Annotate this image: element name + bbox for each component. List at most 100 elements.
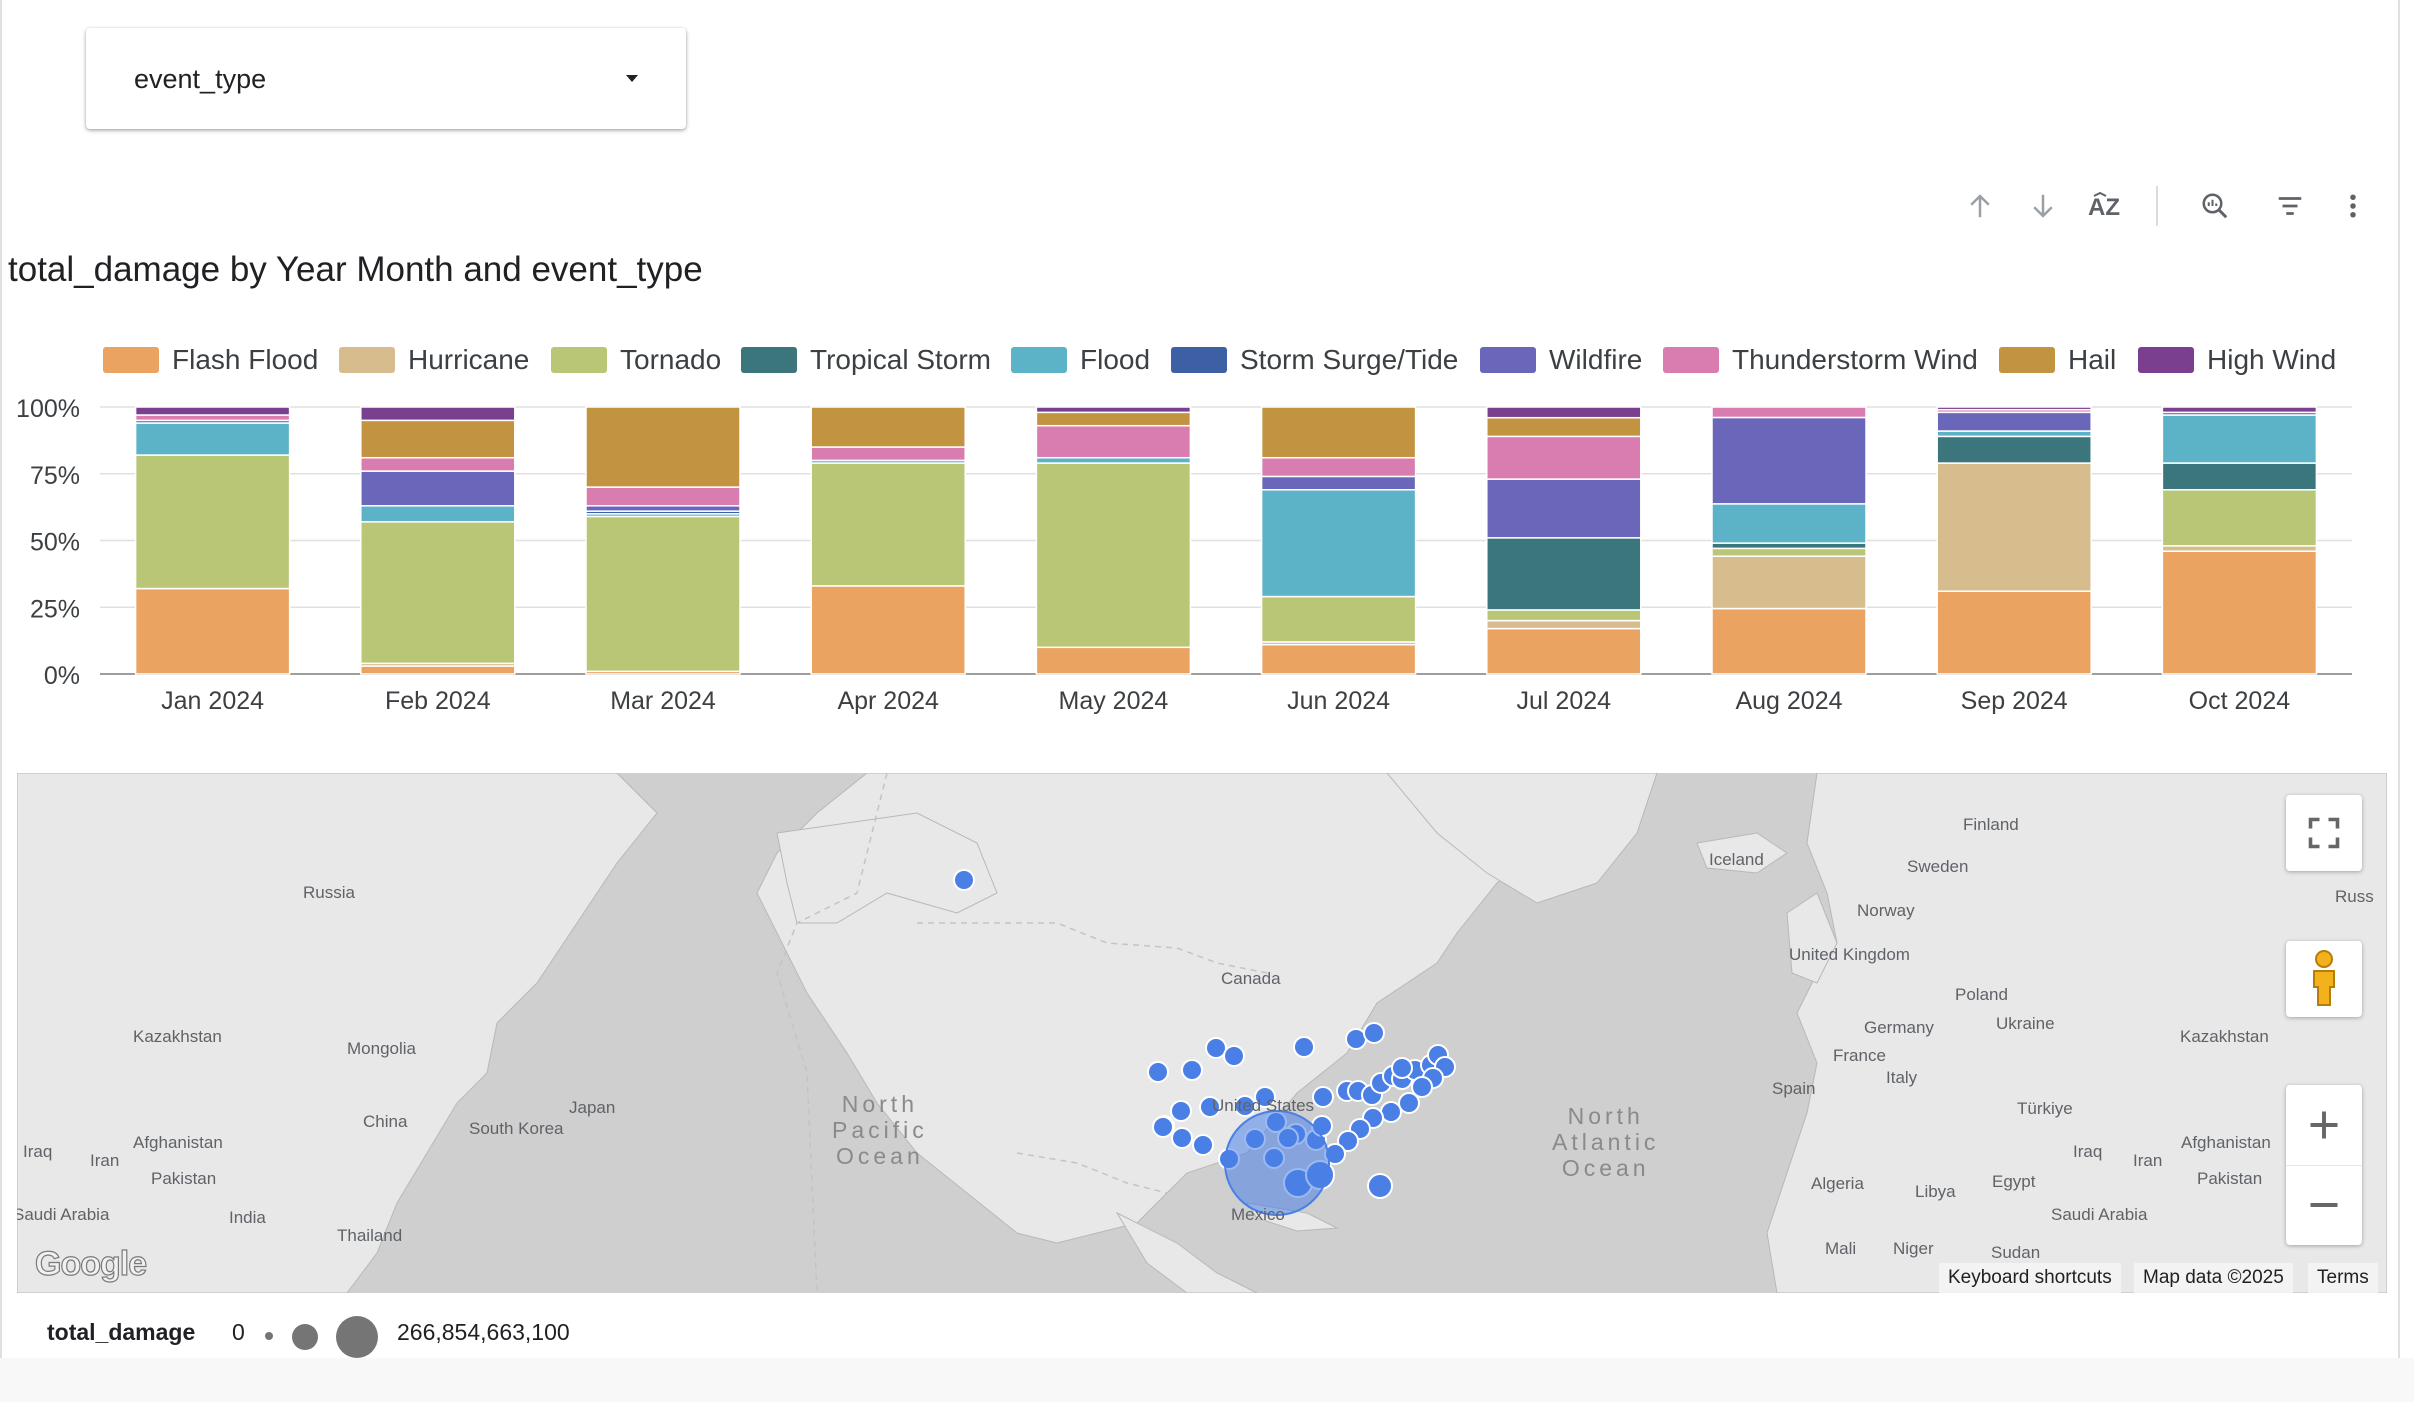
map-point[interactable]	[1234, 1095, 1256, 1117]
map-point[interactable]	[953, 869, 975, 891]
y-tick-label: 25%	[30, 595, 80, 623]
map-point[interactable]	[1192, 1134, 1214, 1156]
map-point[interactable]	[1367, 1173, 1393, 1199]
legend-item-flash-flood[interactable]: Flash Flood	[103, 340, 318, 380]
size-legend-dot-large	[336, 1316, 378, 1358]
legend-item-wildfire[interactable]: Wildfire	[1480, 340, 1642, 380]
size-legend: total_damage 0 266,854,663,100	[0, 1316, 800, 1358]
bottom-band	[0, 1358, 2414, 1402]
bar-segment	[1711, 542, 1867, 550]
map-point[interactable]	[1170, 1100, 1192, 1122]
map-point[interactable]	[1254, 1086, 1276, 1108]
bar-segment	[1711, 607, 1867, 675]
map-label-mongolia: Mongolia	[347, 1039, 416, 1058]
map-point[interactable]	[1199, 1096, 1221, 1118]
map-point[interactable]	[1147, 1061, 1169, 1083]
map-point[interactable]	[1380, 1101, 1402, 1123]
bar-segment	[360, 505, 516, 523]
map-point[interactable]	[1171, 1127, 1193, 1149]
bar-segment	[810, 462, 966, 587]
zoom-controls	[2286, 1085, 2362, 1245]
map-point[interactable]	[1312, 1086, 1334, 1108]
sort-az-icon[interactable]: AZ	[2083, 183, 2129, 229]
map-point[interactable]	[1152, 1116, 1174, 1138]
map-label-kazakhstan: Kazakhstan	[133, 1027, 222, 1046]
bar-segment	[1711, 555, 1867, 610]
map-label-united-states: United States	[1212, 1096, 1315, 1115]
map-label-japan: Japan	[569, 1098, 616, 1117]
map-point[interactable]	[1205, 1037, 1227, 1059]
bar-segment	[1260, 595, 1417, 643]
map-label-iraq-2: Iraq	[2073, 1142, 2103, 1161]
bar-segment	[1035, 406, 1192, 414]
land-central-america	[1115, 1211, 1258, 1293]
y-tick-label: 50%	[30, 529, 80, 557]
map-point[interactable]	[1363, 1022, 1385, 1044]
map-label-iceland: Iceland	[1709, 850, 1764, 869]
x-tick-label: May 2024	[1059, 687, 1169, 715]
legend-item-storm-surge-tide[interactable]: Storm Surge/Tide	[1171, 340, 1458, 380]
x-tick-label: Jul 2024	[1517, 687, 1612, 715]
sort-descending-icon[interactable]	[2020, 183, 2066, 229]
map-view[interactable]: Russia Kazakhstan Mongolia China Japan S…	[17, 773, 2387, 1293]
legend-item-tropical-storm[interactable]: Tropical Storm	[741, 340, 991, 380]
explore-icon[interactable]	[2192, 183, 2238, 229]
map-label-iraq: Iraq	[23, 1142, 53, 1161]
zoom-out-icon[interactable]	[2286, 1166, 2362, 1246]
map-point[interactable]	[1391, 1057, 1413, 1079]
toolbar-divider	[2156, 186, 2158, 226]
bar-segment	[585, 515, 741, 673]
map-label-russia: Russia	[303, 883, 355, 902]
map-point[interactable]	[1223, 1045, 1245, 1067]
stacked-bar-chart: 0% 25% 50% 75% 100% Jan 2024 Feb 2024 Mar 2024 A…	[16, 395, 2352, 715]
legend-label: Tornado	[620, 344, 722, 375]
bar-segment	[1260, 475, 1417, 491]
map-label-afghanistan: Afghanistan	[133, 1133, 223, 1152]
bar-segment	[134, 454, 291, 590]
legend-swatch	[103, 347, 159, 373]
event-type-filter-dropdown[interactable]: event_type	[86, 28, 686, 129]
legend-label: Hurricane	[408, 344, 530, 375]
more-options-icon[interactable]	[2330, 183, 2376, 229]
map-point[interactable]	[1337, 1130, 1359, 1152]
legend-swatch	[1999, 347, 2055, 373]
terms-link[interactable]: Terms	[2308, 1263, 2378, 1293]
legend-swatch	[2138, 347, 2194, 373]
zoom-in-icon[interactable]	[2286, 1085, 2362, 1166]
map-point[interactable]	[1293, 1036, 1315, 1058]
legend-item-tornado[interactable]: Tornado	[551, 340, 721, 380]
dropdown-label: event_type	[134, 64, 267, 94]
map-point-large[interactable]	[1224, 1110, 1330, 1216]
map-label-turkiye: Türkiye	[2017, 1099, 2073, 1118]
legend-item-flood[interactable]: Flood	[1011, 340, 1150, 380]
size-legend-title: total_damage	[47, 1319, 196, 1345]
bar-segment	[810, 585, 966, 675]
legend-item-hail[interactable]: Hail	[1999, 340, 2116, 380]
map-label-united-kingdom: United Kingdom	[1789, 945, 1910, 964]
x-tick-label: Sep 2024	[1961, 687, 2068, 715]
map-label-north-atlantic: North Atlantic Ocean	[1552, 1103, 1660, 1181]
map-point[interactable]	[1345, 1028, 1367, 1050]
legend-label: Flash Flood	[172, 344, 319, 375]
filter-icon[interactable]	[2267, 183, 2313, 229]
chevron-down-icon	[626, 75, 638, 82]
size-legend-min: 0	[232, 1319, 245, 1345]
legend-item-hurricane[interactable]: Hurricane	[339, 340, 529, 380]
bar-segment	[1711, 547, 1867, 557]
legend-label: Thunderstorm Wind	[1732, 344, 1978, 375]
map-point[interactable]	[1181, 1059, 1203, 1081]
bar-segment	[1486, 406, 1642, 419]
map-label-iran: Iran	[90, 1151, 120, 1170]
map-point[interactable]	[1411, 1076, 1433, 1098]
legend-item-high-wind[interactable]: High Wind	[2138, 340, 2336, 380]
pegman-icon[interactable]	[2286, 941, 2362, 1017]
keyboard-shortcuts-link[interactable]: Keyboard shortcuts	[1939, 1263, 2121, 1293]
fullscreen-icon[interactable]	[2286, 795, 2362, 871]
legend-item-thunderstorm-wind[interactable]: Thunderstorm Wind	[1663, 340, 1978, 380]
map-label-sudan: Sudan	[1991, 1243, 2041, 1262]
map-label-saudi-arabia: Saudi Arabia	[17, 1205, 110, 1224]
sort-ascending-icon[interactable]	[1957, 183, 2003, 229]
map-label-south-korea: South Korea	[469, 1119, 564, 1138]
map-point[interactable]	[1398, 1092, 1420, 1114]
bar-segment	[1711, 416, 1867, 505]
